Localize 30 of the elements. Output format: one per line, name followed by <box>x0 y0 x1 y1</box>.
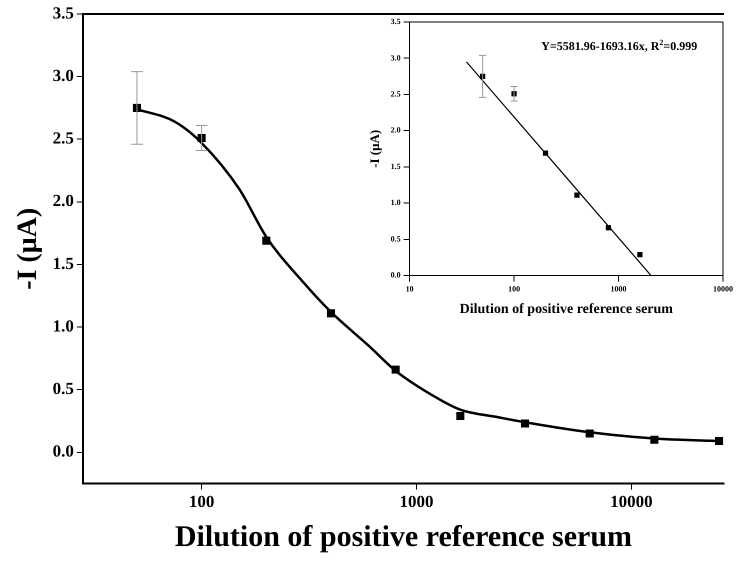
y-tick-label: 3.0 <box>390 53 401 62</box>
point <box>637 252 642 258</box>
y-tick-label: 1.0 <box>52 316 74 336</box>
y-axis-title: -I (μA) <box>367 130 382 168</box>
y-axis-title: -I (μA) <box>12 208 44 290</box>
x-tick-label: 1000 <box>610 284 627 294</box>
x-axis-title: Dilution of positive reference serum <box>460 302 674 318</box>
y-tick-label: 2.5 <box>390 90 401 99</box>
y-tick-label: 1.0 <box>390 198 401 208</box>
x-tick-label: 1000 <box>399 492 434 512</box>
y-tick-label: 2.5 <box>52 128 74 148</box>
x-tick-label: 100 <box>188 492 214 512</box>
y-tick-label: 3.5 <box>390 17 401 26</box>
y-tick-label: 1.5 <box>52 254 74 273</box>
y-tick-label: 3.0 <box>52 66 74 86</box>
x-tick-label: 100 <box>508 284 520 294</box>
y-tick-label: 0.0 <box>390 270 401 280</box>
point <box>456 412 464 420</box>
x-tick-label: 10000 <box>610 492 653 512</box>
x-axis-title: Dilution of positive reference serum <box>174 520 632 553</box>
y-tick-label: 1.5 <box>390 162 401 171</box>
y-tick-label: 2.0 <box>390 126 401 135</box>
x-tick-label: 10000 <box>713 284 733 294</box>
x-tick-label: 10 <box>406 284 414 294</box>
y-tick-label: 0.5 <box>390 234 401 244</box>
y-tick-label: 0.5 <box>52 379 74 398</box>
point <box>574 192 580 198</box>
y-tick-label: 0.0 <box>52 442 74 461</box>
y-tick-label: 3.5 <box>52 3 74 22</box>
y-tick-label: 2.0 <box>52 191 74 210</box>
